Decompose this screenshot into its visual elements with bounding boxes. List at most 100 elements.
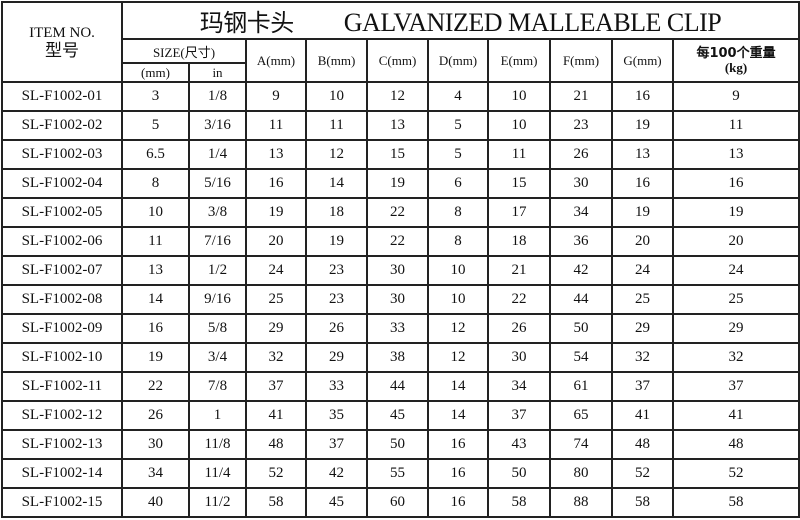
weight-cell: 20 (671, 226, 800, 257)
g-cell: 19 (611, 197, 674, 228)
e-cell: 58 (487, 487, 551, 518)
a-cell: 24 (245, 255, 307, 286)
weight-cell: 29 (671, 313, 800, 344)
c-cell: 38 (366, 342, 429, 373)
b-cell: 33 (305, 371, 368, 402)
item-no-cell: SL-F1002-06 (1, 226, 123, 257)
c-header: C(mm) (366, 38, 429, 83)
size-mm-cell: 10 (121, 197, 190, 228)
weight-header: 每100个重量 (kg) (671, 38, 800, 83)
b-cell: 23 (305, 284, 368, 315)
size-mm-cell: 5 (121, 110, 190, 141)
a-cell: 13 (245, 139, 307, 170)
weight-cell: 52 (671, 458, 800, 489)
a-cell: 19 (245, 197, 307, 228)
f-cell: 30 (549, 168, 613, 199)
item-no-cell: SL-F1002-07 (1, 255, 123, 286)
weight-cell: 58 (671, 487, 800, 518)
e-cell: 37 (487, 400, 551, 431)
weight-cell: 41 (671, 400, 800, 431)
b-cell: 35 (305, 400, 368, 431)
f-cell: 36 (549, 226, 613, 257)
c-cell: 22 (366, 226, 429, 257)
d-cell: 8 (427, 226, 489, 257)
item-no-cell: SL-F1002-13 (1, 429, 123, 460)
table-row: SL-F1002-06 11 7/16 20 19 22 8 18 36 20 20 (1, 226, 800, 257)
a-cell: 52 (245, 458, 307, 489)
f-cell: 34 (549, 197, 613, 228)
g-header: G(mm) (611, 38, 674, 83)
item-no-cell: SL-F1002-08 (1, 284, 123, 315)
e-cell: 21 (487, 255, 551, 286)
a-cell: 58 (245, 487, 307, 518)
table-row: SL-F1002-03 6.5 1/4 13 12 15 5 11 26 13 13 (1, 139, 800, 170)
d-cell: 10 (427, 284, 489, 315)
weight-cell: 37 (671, 371, 800, 402)
f-cell: 74 (549, 429, 613, 460)
d-cell: 16 (427, 487, 489, 518)
size-in-cell: 11/8 (188, 429, 247, 460)
size-mm-cell: 3 (121, 81, 190, 112)
f-cell: 54 (549, 342, 613, 373)
c-cell: 55 (366, 458, 429, 489)
weight-cell: 16 (671, 168, 800, 199)
weight-cell: 48 (671, 429, 800, 460)
table-row: SL-F1002-11 22 7/8 37 33 44 14 34 61 37 37 (1, 371, 800, 402)
a-cell: 48 (245, 429, 307, 460)
g-cell: 41 (611, 400, 674, 431)
weight-cell: 13 (671, 139, 800, 170)
table-row: SL-F1002-14 34 11/4 52 42 55 16 50 80 52 52 (1, 458, 800, 489)
a-cell: 37 (245, 371, 307, 402)
c-cell: 12 (366, 81, 429, 112)
size-mm-cell: 30 (121, 429, 190, 460)
size-mm-cell: 19 (121, 342, 190, 373)
b-cell: 37 (305, 429, 368, 460)
weight-cell: 11 (671, 110, 800, 141)
size-in-cell: 11/2 (188, 487, 247, 518)
f-cell: 21 (549, 81, 613, 112)
e-header: E(mm) (487, 38, 551, 83)
c-cell: 30 (366, 255, 429, 286)
weight-unit: (kg) (724, 59, 748, 75)
item-no-cell: SL-F1002-05 (1, 197, 123, 228)
table-row: SL-F1002-15 40 11/2 58 45 60 16 58 88 58 58 (1, 487, 800, 518)
g-cell: 13 (611, 139, 674, 170)
f-cell: 61 (549, 371, 613, 402)
a-cell: 29 (245, 313, 307, 344)
g-cell: 19 (611, 110, 674, 141)
size-mm-cell: 16 (121, 313, 190, 344)
f-header: F(mm) (549, 38, 613, 83)
table-row: SL-F1002-04 8 5/16 16 14 19 6 15 30 16 16 (1, 168, 800, 199)
size-in-cell: 7/16 (188, 226, 247, 257)
e-cell: 18 (487, 226, 551, 257)
title-en: GALVANIZED MALLEABLE CLIP (343, 8, 722, 37)
d-cell: 12 (427, 313, 489, 344)
a-cell: 9 (245, 81, 307, 112)
g-cell: 58 (611, 487, 674, 518)
f-cell: 42 (549, 255, 613, 286)
e-cell: 11 (487, 139, 551, 170)
table-row: SL-F1002-01 3 1/8 9 10 12 4 10 21 16 9 (1, 81, 800, 112)
size-in-cell: 3/16 (188, 110, 247, 141)
b-cell: 11 (305, 110, 368, 141)
size-in-cell: 3/4 (188, 342, 247, 373)
g-cell: 32 (611, 342, 674, 373)
d-cell: 12 (427, 342, 489, 373)
d-cell: 14 (427, 371, 489, 402)
table-row: SL-F1002-13 30 11/8 48 37 50 16 43 74 48 48 (1, 429, 800, 460)
weight-cell: 19 (671, 197, 800, 228)
b-header: B(mm) (305, 38, 368, 83)
table-row: SL-F1002-07 13 1/2 24 23 30 10 21 42 24 24 (1, 255, 800, 286)
item-no-cell: SL-F1002-10 (1, 342, 123, 373)
table-row: SL-F1002-12 26 1 41 35 45 14 37 65 41 41 (1, 400, 800, 431)
table-row: SL-F1002-10 19 3/4 32 29 38 12 30 54 32 32 (1, 342, 800, 373)
table-row: SL-F1002-05 10 3/8 19 18 22 8 17 34 19 19 (1, 197, 800, 228)
g-cell: 16 (611, 81, 674, 112)
e-cell: 26 (487, 313, 551, 344)
item-no-cell: SL-F1002-04 (1, 168, 123, 199)
item-no-cell: SL-F1002-09 (1, 313, 123, 344)
size-in-cell: 1/4 (188, 139, 247, 170)
b-cell: 42 (305, 458, 368, 489)
item-no-cell: SL-F1002-03 (1, 139, 123, 170)
b-cell: 19 (305, 226, 368, 257)
